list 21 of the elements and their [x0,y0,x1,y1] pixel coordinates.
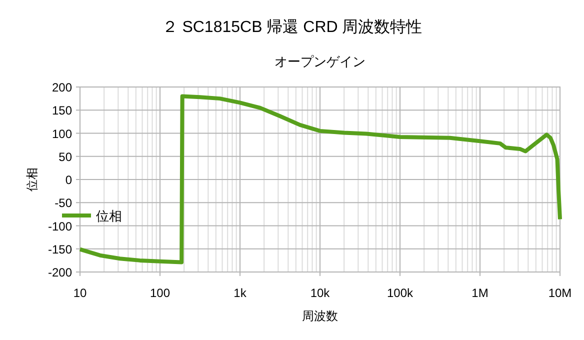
legend-label: 位相 [96,208,122,224]
y-tick-label: -100 [48,219,72,234]
y-tick-label: 50 [58,150,72,164]
x-tick-label: 10M [548,286,572,300]
y-tick-label: 150 [52,104,72,118]
y-tick-label: 200 [52,80,72,94]
x-tick-label: 10 [73,286,87,300]
x-axis-title: 周波数 [302,309,338,323]
x-tick-label: 1k [234,286,248,300]
y-tick-label: -50 [54,196,72,210]
y-tick-label: -200 [48,266,72,280]
chart-subtitle: オープンゲイン [274,54,366,69]
y-tick-label: 0 [65,173,72,187]
x-tick-label: 100k [386,286,414,300]
y-tick-label: 100 [52,126,72,141]
x-tick-label: 1M [472,286,488,300]
chart-title: ２ SC1815CB 帰還 CRD 周波数特性 [162,18,422,36]
y-tick-label: -150 [48,242,72,256]
x-tick-label: 100 [150,286,170,300]
y-axis-title: 位相 [25,168,39,192]
x-tick-label: 10k [310,286,331,300]
